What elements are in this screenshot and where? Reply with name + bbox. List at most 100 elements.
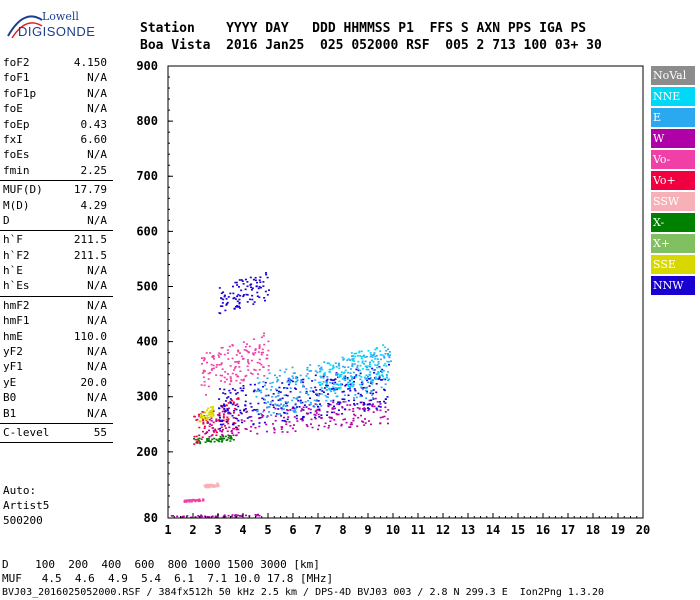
echo-point [219, 427, 222, 430]
echo-point [250, 425, 253, 428]
echo-point [306, 368, 309, 371]
echo-point [320, 405, 323, 407]
echo-point [219, 374, 222, 377]
x-tick-label: 8 [339, 523, 346, 537]
echo-point [364, 356, 367, 359]
echo-point [227, 422, 230, 425]
echo-point [352, 371, 355, 374]
echo-point [384, 363, 387, 365]
echo-point [249, 284, 252, 286]
echo-point [235, 305, 238, 307]
echo-point [314, 374, 317, 377]
echo-point [359, 355, 362, 357]
echo-point [284, 405, 287, 407]
echo-point [296, 379, 299, 381]
echo-point [242, 379, 245, 382]
echo-point [242, 295, 245, 298]
echo-point [299, 374, 302, 377]
echo-point [307, 399, 310, 402]
echo-point [365, 397, 368, 399]
echo-point [314, 403, 317, 405]
echo-point [355, 374, 358, 376]
echo-point [380, 369, 383, 372]
param-name: foF1p [3, 86, 37, 100]
echo-point [359, 378, 362, 381]
echo-point [237, 362, 240, 365]
echo-point [340, 424, 343, 427]
param-name: B0 [3, 391, 17, 405]
echo-point [353, 388, 356, 390]
echo-point [300, 408, 303, 410]
echo-point [234, 365, 237, 368]
echo-point [238, 366, 241, 368]
param-row: h`E N/A [0, 263, 113, 278]
param-row: yF1 N/A [0, 359, 113, 374]
file-info: BVJ03_2016025052000.RSF / 384fx512h 50 k… [2, 587, 605, 598]
echo-point [270, 389, 273, 391]
echo-point [196, 440, 199, 443]
x-tick-label: 12 [436, 523, 450, 537]
echo-point [235, 379, 238, 382]
x-tick-label: 17 [561, 523, 575, 537]
echo-point [255, 285, 258, 287]
echo-point [240, 389, 243, 392]
echo-point [317, 381, 320, 384]
echo-point [218, 418, 221, 421]
echo-point [339, 386, 342, 389]
echo-point [259, 276, 262, 279]
echo-point [233, 307, 236, 310]
echo-point [230, 437, 233, 439]
echo-point [224, 410, 227, 412]
echo-point [258, 347, 261, 350]
echo-point [198, 437, 201, 440]
param-row: fmin 2.25 [0, 163, 113, 178]
echo-point [258, 296, 261, 299]
echo-point [317, 405, 320, 408]
echo-point [202, 359, 205, 362]
echo-point [196, 438, 199, 441]
echo-point [361, 361, 364, 364]
echo-point [227, 420, 230, 422]
echo-point [335, 373, 338, 375]
echo-point [314, 417, 317, 420]
echo-point [353, 403, 356, 405]
echo-point [238, 302, 241, 305]
param-separator [0, 295, 113, 297]
echo-point [337, 401, 340, 403]
echo-point [317, 394, 320, 397]
echo-point [382, 364, 385, 367]
echo-point [274, 374, 277, 377]
echo-point [332, 401, 335, 404]
echo-point [371, 379, 374, 381]
echo-point [354, 394, 357, 396]
echo-point [256, 408, 259, 411]
echo-point [332, 364, 335, 367]
echo-point [343, 375, 346, 378]
echo-point [340, 371, 343, 374]
echo-point [314, 379, 317, 381]
echo-point [305, 390, 308, 393]
param-value: 211.5 [73, 248, 107, 262]
echo-point [277, 408, 280, 410]
legend-entry: NNW [651, 276, 695, 295]
echo-point [201, 362, 204, 365]
echo-point [306, 373, 309, 375]
echo-point [244, 427, 247, 430]
echo-point [210, 363, 213, 366]
param-value: 0.43 [80, 117, 108, 131]
echo-point [215, 438, 218, 441]
echo-point [370, 399, 373, 402]
echo-point [375, 347, 378, 350]
echo-point [341, 383, 344, 386]
echo-point [257, 287, 260, 290]
echo-point [246, 294, 249, 296]
param-name: M(D) [3, 198, 30, 212]
echo-point [249, 430, 252, 432]
echo-point [203, 425, 206, 428]
echo-point [186, 500, 189, 502]
echo-point [279, 369, 282, 372]
echo-point [389, 360, 392, 362]
echo-point [254, 348, 257, 350]
echo-point [215, 516, 218, 518]
echo-point [225, 418, 228, 421]
